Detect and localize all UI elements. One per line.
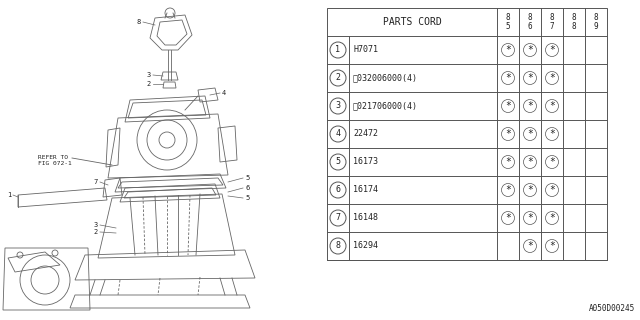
Text: *: * [549, 157, 555, 167]
Text: *: * [549, 45, 555, 55]
Text: *: * [549, 129, 555, 139]
Text: 2: 2 [147, 81, 151, 87]
Text: *: * [527, 213, 533, 223]
Text: 8
9: 8 9 [594, 13, 598, 31]
Bar [327, 8, 607, 260]
Text: *: * [549, 185, 555, 195]
Text: 2: 2 [93, 229, 98, 235]
Text: *: * [505, 73, 511, 83]
Text: *: * [527, 101, 533, 111]
Text: 1: 1 [335, 45, 340, 54]
Text: *: * [505, 157, 511, 167]
Text: 8
8: 8 8 [572, 13, 576, 31]
Text: 8: 8 [335, 242, 340, 251]
Text: *: * [527, 157, 533, 167]
Text: *: * [527, 73, 533, 83]
Text: 2: 2 [335, 74, 340, 83]
Text: 5: 5 [335, 157, 340, 166]
Text: *: * [549, 241, 555, 251]
Text: 7: 7 [93, 179, 98, 185]
Text: 22472: 22472 [353, 130, 378, 139]
Text: *: * [549, 101, 555, 111]
Text: *: * [527, 241, 533, 251]
Text: 5: 5 [245, 175, 249, 181]
Text: *: * [549, 213, 555, 223]
Text: PARTS CORD: PARTS CORD [383, 17, 442, 27]
Text: H7071: H7071 [353, 45, 378, 54]
Text: Ⓝ021706000(4): Ⓝ021706000(4) [353, 101, 418, 110]
Text: *: * [505, 213, 511, 223]
Text: 16148: 16148 [353, 213, 378, 222]
Text: *: * [505, 45, 511, 55]
Text: 6: 6 [245, 185, 249, 191]
Text: REFER TO
FIG 072-1: REFER TO FIG 072-1 [38, 155, 72, 166]
Text: A050D00245: A050D00245 [589, 304, 635, 313]
Text: 4: 4 [335, 130, 340, 139]
Text: 8
6: 8 6 [528, 13, 532, 31]
Text: 3: 3 [93, 222, 98, 228]
Text: *: * [527, 45, 533, 55]
Text: 16174: 16174 [353, 186, 378, 195]
Text: *: * [527, 185, 533, 195]
Text: 3: 3 [335, 101, 340, 110]
Text: 16173: 16173 [353, 157, 378, 166]
Text: 5: 5 [245, 195, 249, 201]
Text: 16294: 16294 [353, 242, 378, 251]
Text: *: * [505, 185, 511, 195]
Text: 8
7: 8 7 [550, 13, 554, 31]
Text: *: * [549, 73, 555, 83]
Text: 6: 6 [335, 186, 340, 195]
Text: 8: 8 [137, 19, 141, 25]
Text: *: * [505, 101, 511, 111]
Text: 1: 1 [7, 192, 11, 198]
Text: *: * [527, 129, 533, 139]
Text: 7: 7 [335, 213, 340, 222]
Text: 4: 4 [222, 90, 227, 96]
Text: Ⓦ032006000(4): Ⓦ032006000(4) [353, 74, 418, 83]
Text: 8
5: 8 5 [506, 13, 510, 31]
Text: *: * [505, 129, 511, 139]
Text: 3: 3 [147, 72, 151, 78]
